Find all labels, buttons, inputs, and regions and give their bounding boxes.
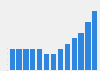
Bar (44, 54, 49, 71)
Bar (58, 49, 63, 71)
Bar (30, 49, 35, 71)
Bar (65, 44, 70, 71)
Bar (16, 49, 22, 71)
Bar (51, 54, 56, 71)
Bar (37, 49, 42, 71)
Bar (10, 49, 15, 71)
Bar (85, 22, 91, 71)
Bar (78, 33, 84, 71)
Bar (92, 11, 97, 71)
Bar (23, 49, 28, 71)
Bar (72, 38, 77, 71)
